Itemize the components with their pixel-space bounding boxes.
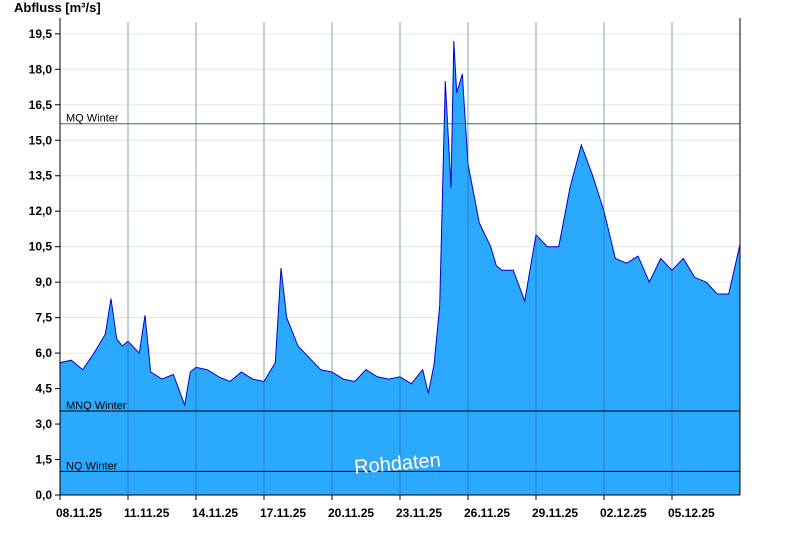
reference-label: NQ Winter — [66, 460, 118, 472]
x-tick-label: 11.11.25 — [124, 506, 170, 520]
y-tick-label: 3,0 — [35, 417, 52, 431]
series-area — [60, 40, 740, 496]
y-tick-label: 12,0 — [29, 204, 53, 218]
y-axis-label: Abfluss [m³/s] — [14, 0, 101, 15]
x-tick-label: 23.11.25 — [396, 506, 442, 520]
x-tick-label: 29.11.25 — [532, 506, 578, 520]
x-tick-label: 02.12.25 — [600, 506, 647, 520]
x-tick-label: 17.11.25 — [260, 506, 306, 520]
reference-label: MQ Winter — [66, 113, 119, 125]
y-tick-label: 15,0 — [29, 133, 53, 147]
series-line — [59, 40, 741, 408]
x-tick-label: 26.11.25 — [464, 506, 510, 520]
y-tick-label: 9,0 — [35, 275, 52, 289]
y-tick-label: 19,5 — [29, 27, 53, 41]
y-tick-label: 4,5 — [35, 382, 52, 396]
reference-label: MNQ Winter — [66, 400, 127, 412]
x-tick-label: 05.12.25 — [668, 506, 715, 520]
y-tick-label: 7,5 — [35, 311, 52, 325]
y-tick-label: 16,5 — [29, 98, 53, 112]
x-tick-label: 14.11.25 — [192, 506, 238, 520]
y-tick-label: 6,0 — [35, 346, 52, 360]
x-tick-label: 20.11.25 — [328, 506, 374, 520]
y-tick-label: 1,5 — [35, 453, 52, 467]
y-tick-label: 10,5 — [29, 240, 53, 254]
y-tick-label: 0,0 — [35, 488, 52, 502]
y-tick-label: 13,5 — [29, 169, 53, 183]
y-tick-label: 18,0 — [29, 62, 53, 76]
x-tick-label: 08.11.25 — [56, 506, 102, 520]
